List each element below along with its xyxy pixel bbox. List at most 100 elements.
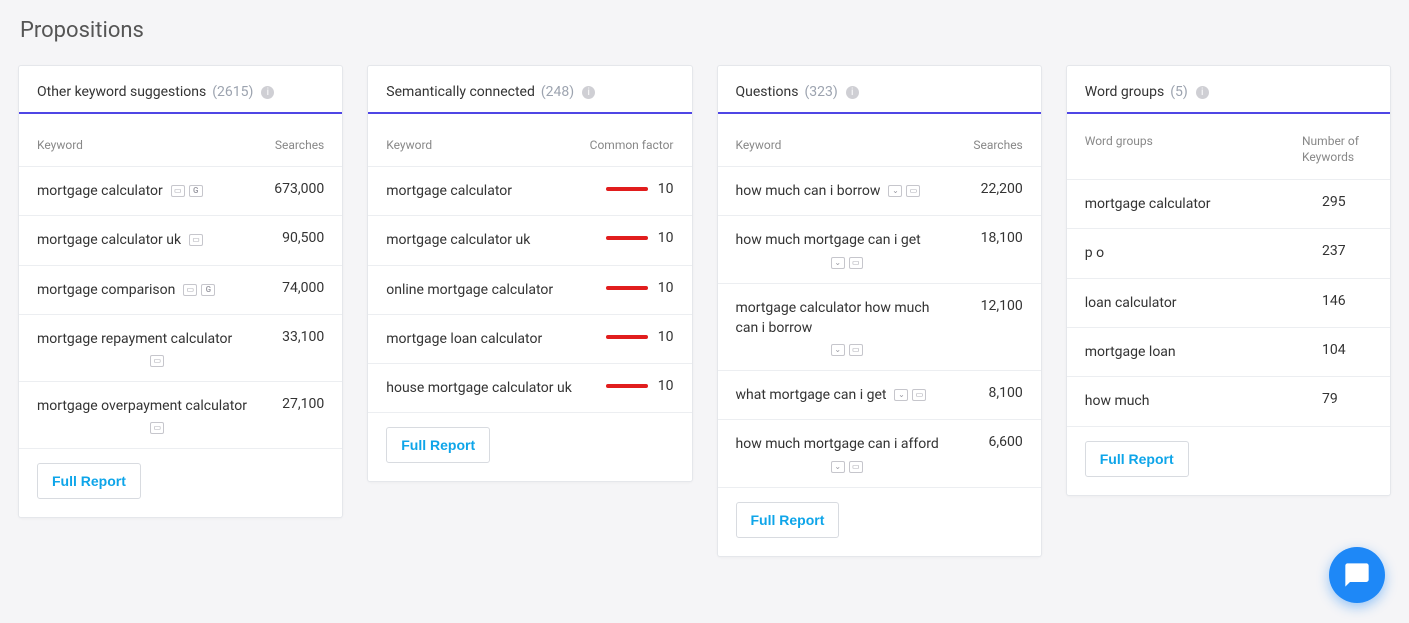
common-factor-cell: 10 — [589, 329, 674, 345]
col-wordgroups: Word groups — [1085, 134, 1302, 165]
serp-card-icon: ▭ — [849, 461, 863, 473]
common-factor-cell: 10 — [589, 181, 674, 197]
keyword-text: mortgage calculator how much can i borro… — [736, 298, 953, 339]
full-report-button[interactable]: Full Report — [1085, 441, 1189, 477]
col-searches: Searches — [973, 138, 1022, 152]
table-row[interactable]: p o237 — [1067, 229, 1390, 278]
table-row[interactable]: how much can i borrow⌄▭22,200 — [718, 167, 1041, 216]
table-row[interactable]: mortgage calculator295 — [1067, 180, 1390, 229]
keyword-cell: mortgage repayment calculator▭ — [37, 329, 264, 367]
table-row[interactable]: mortgage repayment calculator▭33,100 — [19, 315, 342, 382]
speech-bubble-icon: ⌄ — [831, 461, 845, 473]
table-row[interactable]: mortgage loan104 — [1067, 328, 1390, 377]
keyword-cell: mortgage loan calculator — [386, 329, 588, 349]
wordgroup-cell: p o — [1085, 243, 1322, 263]
searches-value: 27,100 — [264, 396, 324, 412]
serp-card-icon: ▭ — [183, 284, 197, 296]
serp-icons: ▭ — [150, 355, 164, 367]
table-row[interactable]: mortgage comparison▭G74,000 — [19, 266, 342, 315]
info-icon[interactable]: i — [846, 86, 859, 99]
col-keyword: Keyword — [736, 138, 782, 152]
table-row[interactable]: how much mortgage can i afford⌄▭6,600 — [718, 420, 1041, 487]
rows-container: mortgage calculator295p o237loan calcula… — [1067, 180, 1390, 426]
card-title: Questions — [736, 84, 799, 100]
keyword-cell: mortgage calculator uk▭ — [37, 230, 264, 250]
keyword-cell: how much mortgage can i get⌄▭ — [736, 230, 963, 268]
keyword-text: how much mortgage can i afford — [736, 434, 953, 454]
info-icon[interactable]: i — [1196, 86, 1209, 99]
card-footer: Full Report — [1067, 427, 1390, 495]
card-title: Semantically connected — [386, 84, 535, 100]
factor-value: 10 — [658, 280, 674, 296]
table-row[interactable]: loan calculator 146 — [1067, 279, 1390, 328]
factor-value: 10 — [658, 181, 674, 197]
keyword-text: how much can i borrow — [736, 181, 881, 201]
table-row[interactable]: mortgage overpayment calculator▭27,100 — [19, 382, 342, 449]
info-icon[interactable]: i — [582, 86, 595, 99]
keyword-cell: mortgage comparison▭G — [37, 280, 264, 300]
serp-card-icon: ▭ — [189, 234, 203, 246]
card-word-groups: Word groups (5) i Word groups Number of … — [1066, 65, 1391, 496]
wordgroup-text: loan calculator — [1085, 293, 1312, 313]
table-row[interactable]: what mortgage can i get⌄▭8,100 — [718, 371, 1041, 420]
keyword-cell: mortgage overpayment calculator▭ — [37, 396, 264, 434]
table-row[interactable]: mortgage calculator uk▭90,500 — [19, 216, 342, 265]
rows-container: mortgage calculator10mortgage calculator… — [368, 167, 691, 413]
card-title: Other keyword suggestions — [37, 84, 206, 100]
table-row[interactable]: house mortgage calculator uk 10 — [368, 364, 691, 413]
keyword-text: mortgage calculator — [386, 181, 578, 201]
table-row[interactable]: mortgage calculator 10 — [368, 167, 691, 216]
chat-fab-button[interactable] — [1329, 547, 1385, 603]
wordgroup-cell: mortgage calculator — [1085, 194, 1322, 214]
searches-value: 18,100 — [963, 230, 1023, 246]
serp-icons: ▭ — [189, 234, 203, 246]
card-footer: Full Report — [368, 413, 691, 481]
table-row[interactable]: how much mortgage can i get⌄▭18,100 — [718, 216, 1041, 283]
wordgroup-cell: loan calculator — [1085, 293, 1322, 313]
searches-value: 74,000 — [264, 280, 324, 296]
serp-card-icon: ▭ — [171, 185, 185, 197]
speech-bubble-icon: ⌄ — [831, 257, 845, 269]
factor-bar — [606, 187, 648, 191]
searches-value: 90,500 — [264, 230, 324, 246]
factor-bar — [606, 384, 648, 388]
cards-container: Other keyword suggestions (2615) i Keywo… — [18, 65, 1391, 557]
common-factor-cell: 10 — [589, 378, 674, 394]
full-report-button[interactable]: Full Report — [37, 463, 141, 499]
speech-bubble-icon: ⌄ — [888, 185, 902, 197]
card-count: (323) — [804, 84, 837, 100]
table-row[interactable]: online mortgage calculator 10 — [368, 266, 691, 315]
speech-bubble-icon: ⌄ — [831, 344, 845, 356]
table-row[interactable]: mortgage loan calculator 10 — [368, 315, 691, 364]
keyword-text: online mortgage calculator — [386, 280, 578, 300]
table-row[interactable]: mortgage calculator▭G673,000 — [19, 167, 342, 216]
keyword-cell: mortgage calculator — [386, 181, 588, 201]
table-row[interactable]: mortgage calculator uk10 — [368, 216, 691, 265]
factor-bar — [606, 236, 648, 240]
serp-card-icon: ▭ — [849, 344, 863, 356]
wordgroup-cell: how much — [1085, 391, 1322, 411]
info-icon[interactable]: i — [261, 86, 274, 99]
keyword-cell: online mortgage calculator — [386, 280, 588, 300]
table-row[interactable]: mortgage calculator how much can i borro… — [718, 284, 1041, 372]
keyword-cell: mortgage calculator uk — [386, 230, 588, 250]
card-title: Word groups — [1085, 84, 1164, 100]
full-report-button[interactable]: Full Report — [736, 502, 840, 538]
keyword-cell: house mortgage calculator uk — [386, 378, 588, 398]
card-header: Other keyword suggestions (2615) i — [19, 66, 342, 114]
column-headers: Word groups Number of Keywords — [1067, 114, 1390, 180]
table-row[interactable]: how much79 — [1067, 377, 1390, 426]
factor-value: 10 — [658, 329, 674, 345]
column-headers: Keyword Searches — [19, 114, 342, 167]
keyword-text: house mortgage calculator uk — [386, 378, 578, 398]
keyword-count-value: 146 — [1322, 293, 1372, 309]
rows-container: how much can i borrow⌄▭22,200how much mo… — [718, 167, 1041, 488]
card-questions: Questions (323) i Keyword Searches how m… — [717, 65, 1042, 557]
card-header: Semantically connected (248) i — [368, 66, 691, 114]
column-headers: Keyword Common factor — [368, 114, 691, 167]
wordgroup-text: how much — [1085, 391, 1312, 411]
full-report-button[interactable]: Full Report — [386, 427, 490, 463]
google-g-icon: G — [189, 185, 203, 197]
keyword-count-value: 295 — [1322, 194, 1372, 210]
common-factor-cell: 10 — [589, 280, 674, 296]
